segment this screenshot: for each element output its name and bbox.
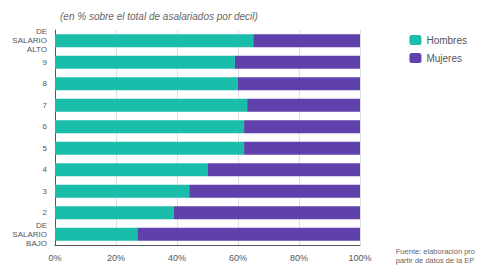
- svg-text:0%: 0%: [48, 253, 61, 263]
- svg-text:partir de datos de la EP: partir de datos de la EP: [396, 256, 474, 265]
- svg-text:40%: 40%: [168, 253, 186, 263]
- svg-text:60%: 60%: [229, 253, 247, 263]
- svg-text:BAJO: BAJO: [26, 239, 47, 248]
- svg-text:2: 2: [43, 208, 48, 217]
- svg-text:4: 4: [43, 165, 48, 174]
- svg-text:Hombres: Hombres: [426, 35, 467, 46]
- svg-text:100%: 100%: [348, 253, 371, 263]
- svg-text:3: 3: [43, 187, 48, 196]
- svg-text:8: 8: [43, 79, 48, 88]
- svg-text:DE: DE: [36, 221, 47, 230]
- svg-text:9: 9: [43, 58, 48, 67]
- svg-text:6: 6: [43, 122, 48, 131]
- svg-text:ALTO: ALTO: [27, 45, 47, 54]
- svg-text:DE: DE: [36, 27, 47, 36]
- svg-text:SALARIO: SALARIO: [12, 36, 47, 45]
- svg-text:20%: 20%: [107, 253, 125, 263]
- svg-text:5: 5: [43, 144, 48, 153]
- svg-text:7: 7: [43, 101, 48, 110]
- svg-text:80%: 80%: [290, 253, 308, 263]
- svg-text:(en % sobre el total de asalar: (en % sobre el total de asalariados por …: [60, 11, 258, 22]
- svg-text:SALARIO: SALARIO: [12, 230, 47, 239]
- svg-text:Fuente: elaboración pro: Fuente: elaboración pro: [396, 247, 475, 256]
- svg-text:Mujeres: Mujeres: [426, 53, 462, 64]
